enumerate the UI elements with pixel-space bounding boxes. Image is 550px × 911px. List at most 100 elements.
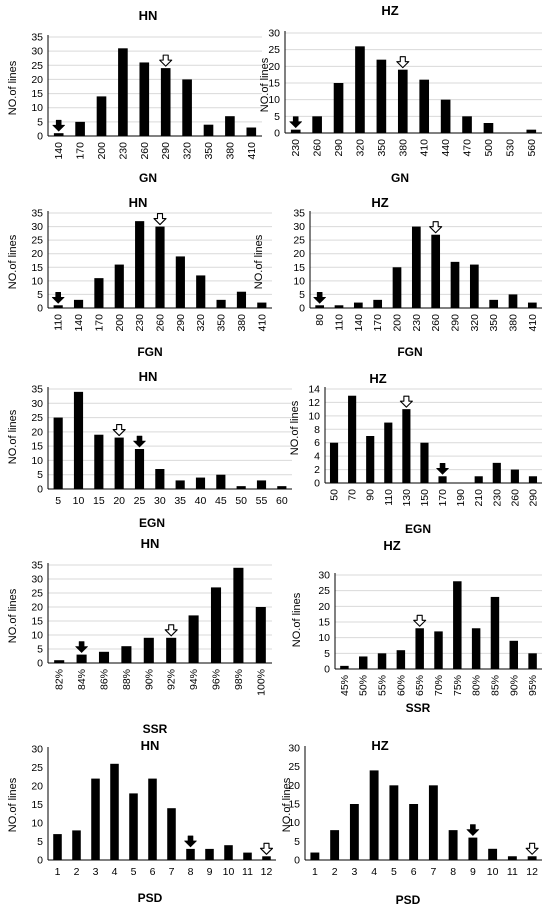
x-tick-label: 98%	[233, 669, 245, 690]
y-tick-label: 5	[274, 111, 280, 123]
filled-arrow-marker	[289, 116, 303, 128]
x-tick-label: 60	[276, 495, 288, 507]
y-tick-label: 25	[31, 762, 43, 774]
x-axis-label: EGN	[405, 522, 431, 536]
x-tick-label: 290	[160, 142, 172, 160]
x-axis-label: SSR	[143, 722, 168, 736]
x-tick-label: 2	[74, 866, 80, 878]
bar	[216, 299, 226, 308]
x-tick-label: 90	[365, 489, 377, 501]
bar	[315, 305, 325, 308]
y-tick-label: 25	[293, 235, 305, 247]
bar	[243, 852, 252, 860]
x-tick-label: 70	[347, 489, 359, 501]
y-tick-label: 8	[314, 424, 320, 436]
y-tick-label: 35	[293, 208, 305, 220]
bar	[114, 264, 124, 308]
x-tick-label: 440	[440, 139, 452, 157]
bar	[54, 660, 65, 663]
bar	[358, 656, 368, 669]
x-tick-label: 260	[312, 139, 324, 157]
bar	[277, 486, 287, 489]
bar	[73, 299, 84, 308]
bar	[440, 99, 451, 133]
y-tick-label: 14	[308, 384, 320, 396]
y-tick-label: 30	[31, 574, 43, 586]
y-axis-label: NO.of lines	[259, 57, 271, 112]
x-tick-label: 410	[246, 142, 258, 160]
x-tick-label: 1	[55, 866, 61, 878]
x-tick-label: 50	[235, 495, 247, 507]
bar	[186, 848, 195, 860]
x-tick-label: 92%	[166, 669, 178, 690]
bar	[428, 785, 438, 860]
x-tick-label: 380	[397, 139, 409, 157]
bar	[255, 607, 266, 663]
x-axis-label: FGN	[137, 345, 162, 359]
chart-title: HZ	[369, 371, 386, 386]
bar	[75, 121, 85, 136]
bar	[349, 804, 359, 860]
x-tick-label: 82%	[54, 669, 66, 690]
bar	[419, 79, 430, 133]
bar	[402, 409, 411, 483]
open-arrow-marker	[153, 213, 167, 226]
bar	[114, 437, 124, 489]
x-tick-label: 230	[290, 139, 302, 157]
open-arrow-marker	[413, 614, 427, 627]
x-tick-label: 150	[419, 489, 431, 507]
chart-title: HZ	[383, 538, 400, 553]
y-tick-label: 10	[318, 632, 330, 644]
x-tick-label: 320	[182, 142, 194, 160]
bar	[210, 587, 222, 663]
y-tick-label: 2	[314, 464, 320, 476]
filled-arrow-marker	[75, 641, 88, 653]
x-tick-label: 35	[174, 495, 186, 507]
x-tick-label: 230	[117, 142, 129, 160]
y-tick-label: 12	[308, 397, 320, 409]
x-tick-label: 5	[391, 866, 397, 878]
bar	[409, 804, 419, 860]
bar	[203, 124, 214, 136]
bar	[76, 654, 87, 663]
x-axis-label: GN	[139, 171, 157, 185]
bar	[434, 631, 443, 669]
x-tick-label: 200	[114, 314, 126, 332]
bar	[257, 302, 267, 308]
bar	[195, 477, 206, 489]
chart-title: HN	[139, 8, 158, 23]
y-axis-label: NO.of lines	[7, 234, 19, 289]
bar	[396, 650, 406, 669]
x-tick-label: 75%	[452, 675, 464, 696]
bar	[528, 476, 538, 483]
x-tick-label: 350	[488, 314, 500, 332]
bar	[155, 469, 165, 489]
filled-arrow-marker	[436, 462, 449, 475]
open-arrow-marker	[399, 395, 413, 408]
y-tick-label: 15	[31, 88, 43, 100]
y-tick-label: 5	[299, 289, 305, 301]
chart-title: HN	[139, 369, 158, 384]
y-tick-label: 35	[31, 560, 43, 572]
x-tick-label: 88%	[121, 669, 133, 690]
y-axis-label: NO.of lines	[7, 60, 19, 115]
filled-arrow-marker	[313, 291, 326, 304]
x-tick-label: 140	[73, 314, 85, 332]
y-tick-label: 30	[31, 744, 43, 756]
x-tick-label: 380	[236, 314, 248, 332]
bar	[334, 305, 344, 308]
x-tick-label: 70%	[433, 675, 445, 696]
chart-ssr-hz: HZ SSR NO.of lines 0 5 10 15 20 25 30 45% 50% 55%…	[291, 538, 542, 715]
x-tick-label: 25	[134, 495, 146, 507]
bar	[489, 299, 499, 308]
x-axis-label: FGN	[397, 345, 422, 359]
x-tick-label: 9	[470, 866, 476, 878]
y-tick-label: 30	[288, 743, 300, 755]
x-tick-label: 90%	[143, 669, 155, 690]
bar	[474, 476, 483, 483]
x-tick-label: 350	[203, 142, 215, 160]
chart-title: HZ	[371, 738, 388, 753]
y-tick-label: 0	[37, 855, 43, 867]
filled-arrow-marker	[133, 435, 146, 448]
